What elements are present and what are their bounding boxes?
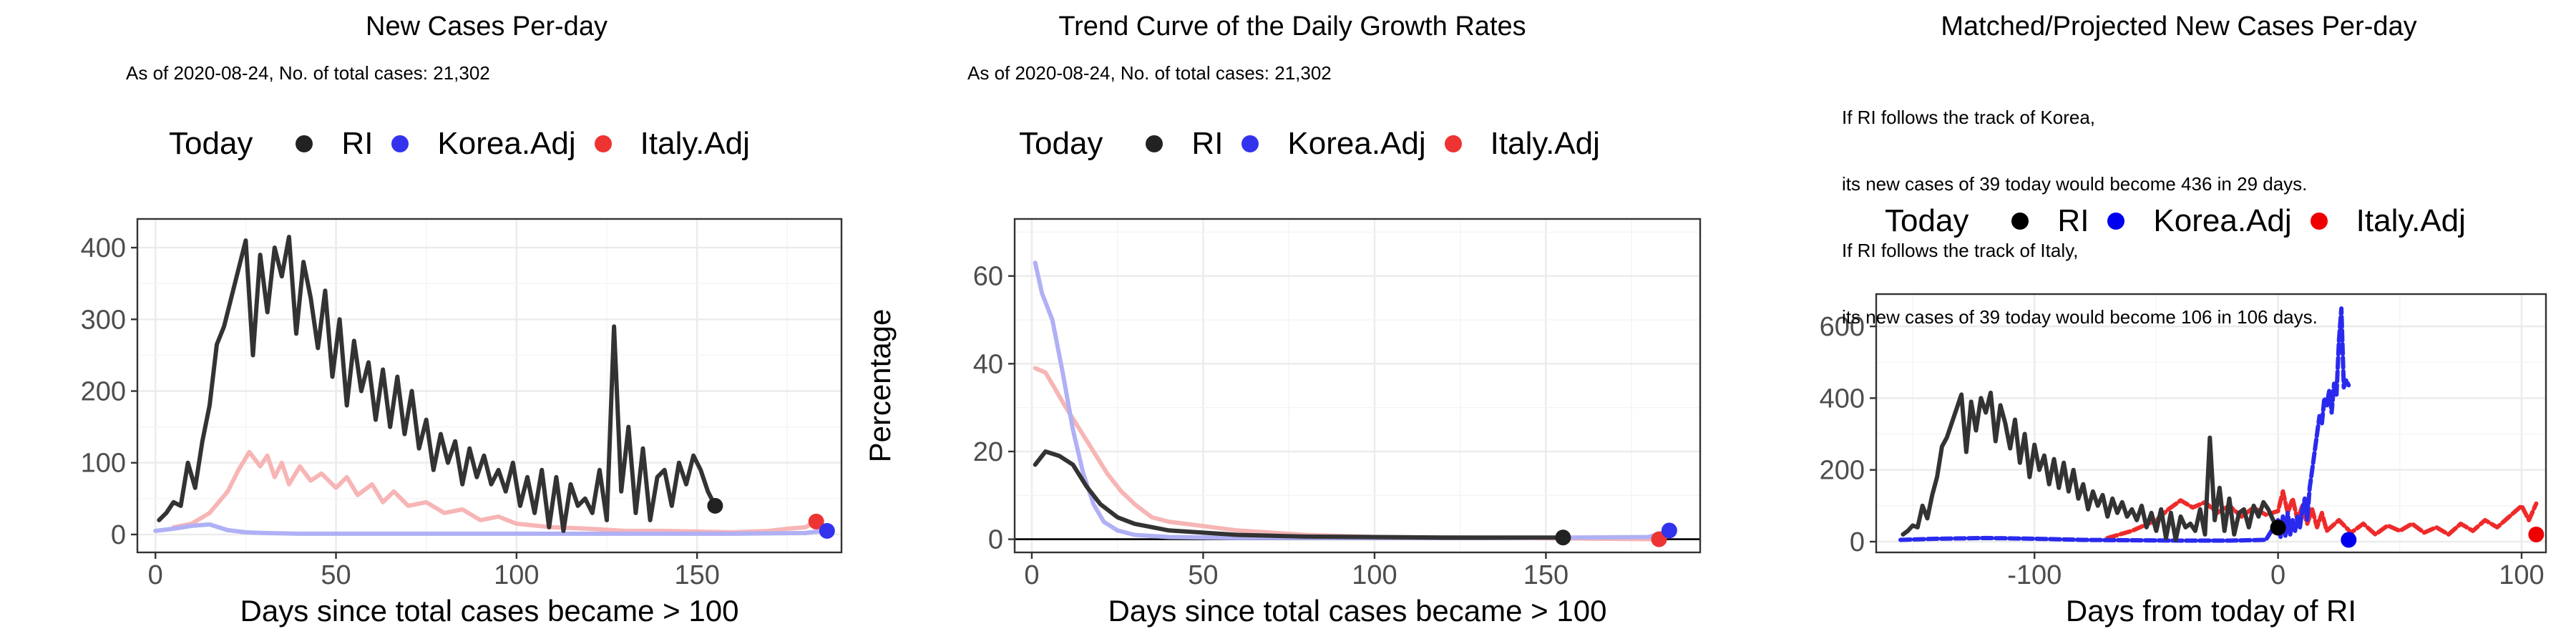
today-point-korea-adj (2341, 532, 2357, 548)
subtitle-line: If RI follows the track of Korea, (1842, 107, 2096, 128)
x-tick-label: 100 (1352, 560, 1397, 590)
today-point-italy-adj (2528, 526, 2545, 542)
legend-label-italy: Italy.Adj (640, 126, 750, 161)
series-line-korea-adj (153, 522, 826, 536)
chart-subtitle: If RI follows the track of Korea, its ne… (1842, 62, 2318, 373)
x-tick-label: 150 (1523, 560, 1568, 590)
legend-dot-korea (1241, 135, 1259, 152)
chart-title: Trend Curve of the Daily Growth Rates (1058, 11, 1526, 42)
series-line-ri (157, 235, 718, 533)
y-axis-label: Percentage (863, 309, 897, 463)
legend-dot-ri (2011, 213, 2029, 230)
today-point-italy-adj (1651, 531, 1667, 547)
legend-label-korea: Korea.Adj (437, 126, 576, 161)
legend-dot-ri (296, 135, 313, 152)
y-tick-label: 0 (1850, 527, 1865, 557)
legend-title: Today (169, 126, 253, 161)
legend-label-korea: Korea.Adj (2153, 203, 2292, 238)
y-tick-label: 600 (1820, 312, 1865, 342)
legend-dot-italy (594, 135, 612, 152)
legend-label-italy: Italy.Adj (1490, 126, 1600, 161)
y-tick-label: 200 (81, 377, 126, 407)
legend-label-ri: RI (2057, 203, 2089, 238)
x-tick-label: 100 (494, 560, 539, 590)
legend-title: Today (1885, 203, 1969, 238)
subtitle-line: If RI follows the track of Italy, (1842, 240, 2079, 261)
series-line-ri (1033, 449, 1566, 540)
x-tick-label: 50 (321, 560, 351, 590)
legend-dot-ri (1146, 135, 1163, 152)
y-tick-label: 400 (1820, 384, 1865, 414)
legend-label-ri: RI (1191, 126, 1224, 161)
today-point-ri (707, 497, 723, 514)
legend: Today RI Korea.Adj Italy.Adj (169, 126, 750, 162)
today-point-ri (2270, 519, 2286, 536)
legend: Today RI Korea.Adj Italy.Adj (1019, 126, 1600, 162)
y-tick-label: 400 (81, 233, 126, 263)
subtitle-line: its new cases of 39 today would become 1… (1842, 306, 2318, 328)
x-tick-label: 0 (1024, 560, 1039, 590)
x-tick-label: 0 (148, 560, 163, 590)
today-point-italy-adj (808, 513, 824, 530)
legend-label-ri: RI (341, 126, 374, 161)
legend-label-korea: Korea.Adj (1287, 126, 1426, 161)
y-tick-label: 0 (988, 525, 1003, 555)
subtitle-line: its new cases of 39 today would become 4… (1842, 173, 2308, 195)
legend-dot-italy (2310, 213, 2328, 230)
chart-subtitle: As of 2020-08-24, No. of total cases: 21… (126, 62, 490, 84)
y-tick-label: 20 (973, 437, 1003, 467)
legend-label-italy: Italy.Adj (2356, 203, 2466, 238)
panel-growth-rates: Trend Curve of the Daily Growth Rates As… (859, 0, 1717, 644)
series-line-ri (1901, 390, 2280, 542)
legend-title: Today (1019, 126, 1103, 161)
today-point-korea-adj (1661, 522, 1677, 539)
plot-frame (1013, 218, 1702, 554)
y-tick-label: 300 (81, 305, 126, 335)
chart-title: New Cases Per-day (366, 11, 608, 42)
today-point-korea-adj (819, 522, 835, 539)
x-tick-label: 0 (2270, 560, 2285, 590)
x-axis-label: Days since total cases became > 100 (240, 594, 739, 628)
y-tick-label: 40 (973, 349, 1003, 379)
x-axis-label: Days from today of RI (2066, 594, 2356, 628)
y-tick-label: 200 (1820, 456, 1865, 486)
panel-new-cases: New Cases Per-day As of 2020-08-24, No. … (0, 0, 859, 644)
x-tick-label: -100 (2007, 560, 2062, 590)
y-tick-label: 60 (973, 262, 1003, 292)
plot-frame (1875, 293, 2547, 554)
series-line-korea-adj (1898, 306, 2351, 543)
y-tick-label: 100 (81, 449, 126, 479)
chart-subtitle: As of 2020-08-24, No. of total cases: 21… (967, 62, 1332, 84)
today-point-ri (1555, 530, 1571, 546)
x-axis-label: Days since total cases became > 100 (1108, 594, 1607, 628)
chart-title: Matched/Projected New Cases Per-day (1941, 11, 2417, 42)
legend-dot-korea (2107, 213, 2125, 230)
panel-projected: Matched/Projected New Cases Per-day If R… (1717, 0, 2576, 644)
plot-frame (136, 218, 843, 554)
legend: Today RI Korea.Adj Italy.Adj (1885, 203, 2466, 239)
legend-dot-italy (1444, 135, 1462, 152)
series-line-italy-adj (171, 449, 819, 535)
x-tick-label: 50 (1188, 560, 1218, 590)
legend-dot-korea (391, 135, 409, 152)
y-tick-label: 0 (111, 520, 126, 550)
x-tick-label: 150 (674, 560, 719, 590)
x-tick-label: 100 (2499, 560, 2544, 590)
